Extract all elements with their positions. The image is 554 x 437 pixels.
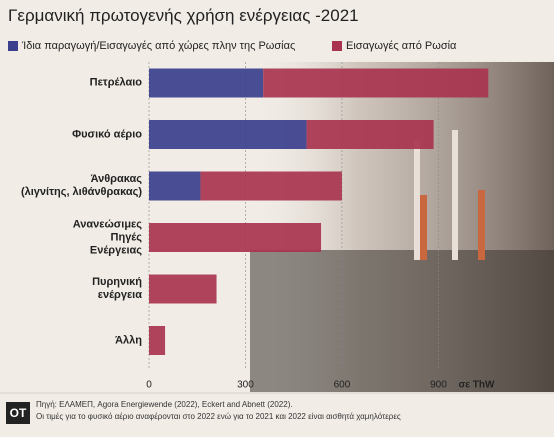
bar-segment xyxy=(200,171,342,201)
chimney xyxy=(452,130,458,260)
chimney xyxy=(414,140,420,260)
bar-segment xyxy=(149,171,201,201)
bar-segment xyxy=(149,223,322,252)
x-axis-label: σε ThW xyxy=(458,380,495,391)
x-tick-label: 900 xyxy=(430,380,447,391)
category-label: Άλλη xyxy=(115,334,142,346)
chimney xyxy=(478,190,485,260)
logo: OT xyxy=(6,402,30,424)
bar-segment xyxy=(149,68,264,98)
category-label: Φυσικό αέριο xyxy=(72,128,142,140)
x-tick-label: 600 xyxy=(334,380,351,391)
bar-segment xyxy=(306,120,434,149)
chart-title: Γερμανική πρωτογενής χρήση ενέργειας -20… xyxy=(8,6,359,25)
legend-label: Εισαγωγές από Ρωσία xyxy=(346,40,457,52)
bar-segment xyxy=(263,68,489,98)
category-label: Άνθρακας (λιγνίτης, λιθάνθρακας) xyxy=(20,173,142,198)
chimney xyxy=(420,195,427,260)
landscape xyxy=(250,250,554,392)
category-label: Πετρέλαιο xyxy=(89,76,142,89)
legend-label: Ίδια παραγωγή/Εισαγωγές από χώρες πλην τ… xyxy=(22,40,296,52)
bar-segment xyxy=(149,120,307,149)
note: Οι τιμές για το φυσικό αέριο αναφέρονται… xyxy=(36,412,401,421)
category-label: Πυρηνική ενέργεια xyxy=(92,276,142,301)
bar-segment xyxy=(149,274,217,304)
x-tick-label: 300 xyxy=(237,380,254,391)
legend-swatch xyxy=(332,41,342,51)
bar-segment xyxy=(149,326,166,355)
source: Πηγή: ΕΛΑΜΕΠ, Agora Energiewende (2022),… xyxy=(36,400,293,409)
x-tick-label: 0 xyxy=(146,380,152,391)
legend-swatch xyxy=(8,41,18,51)
category-label: Ανανεώσιμες Πηγές Ενέργειας xyxy=(72,218,142,256)
